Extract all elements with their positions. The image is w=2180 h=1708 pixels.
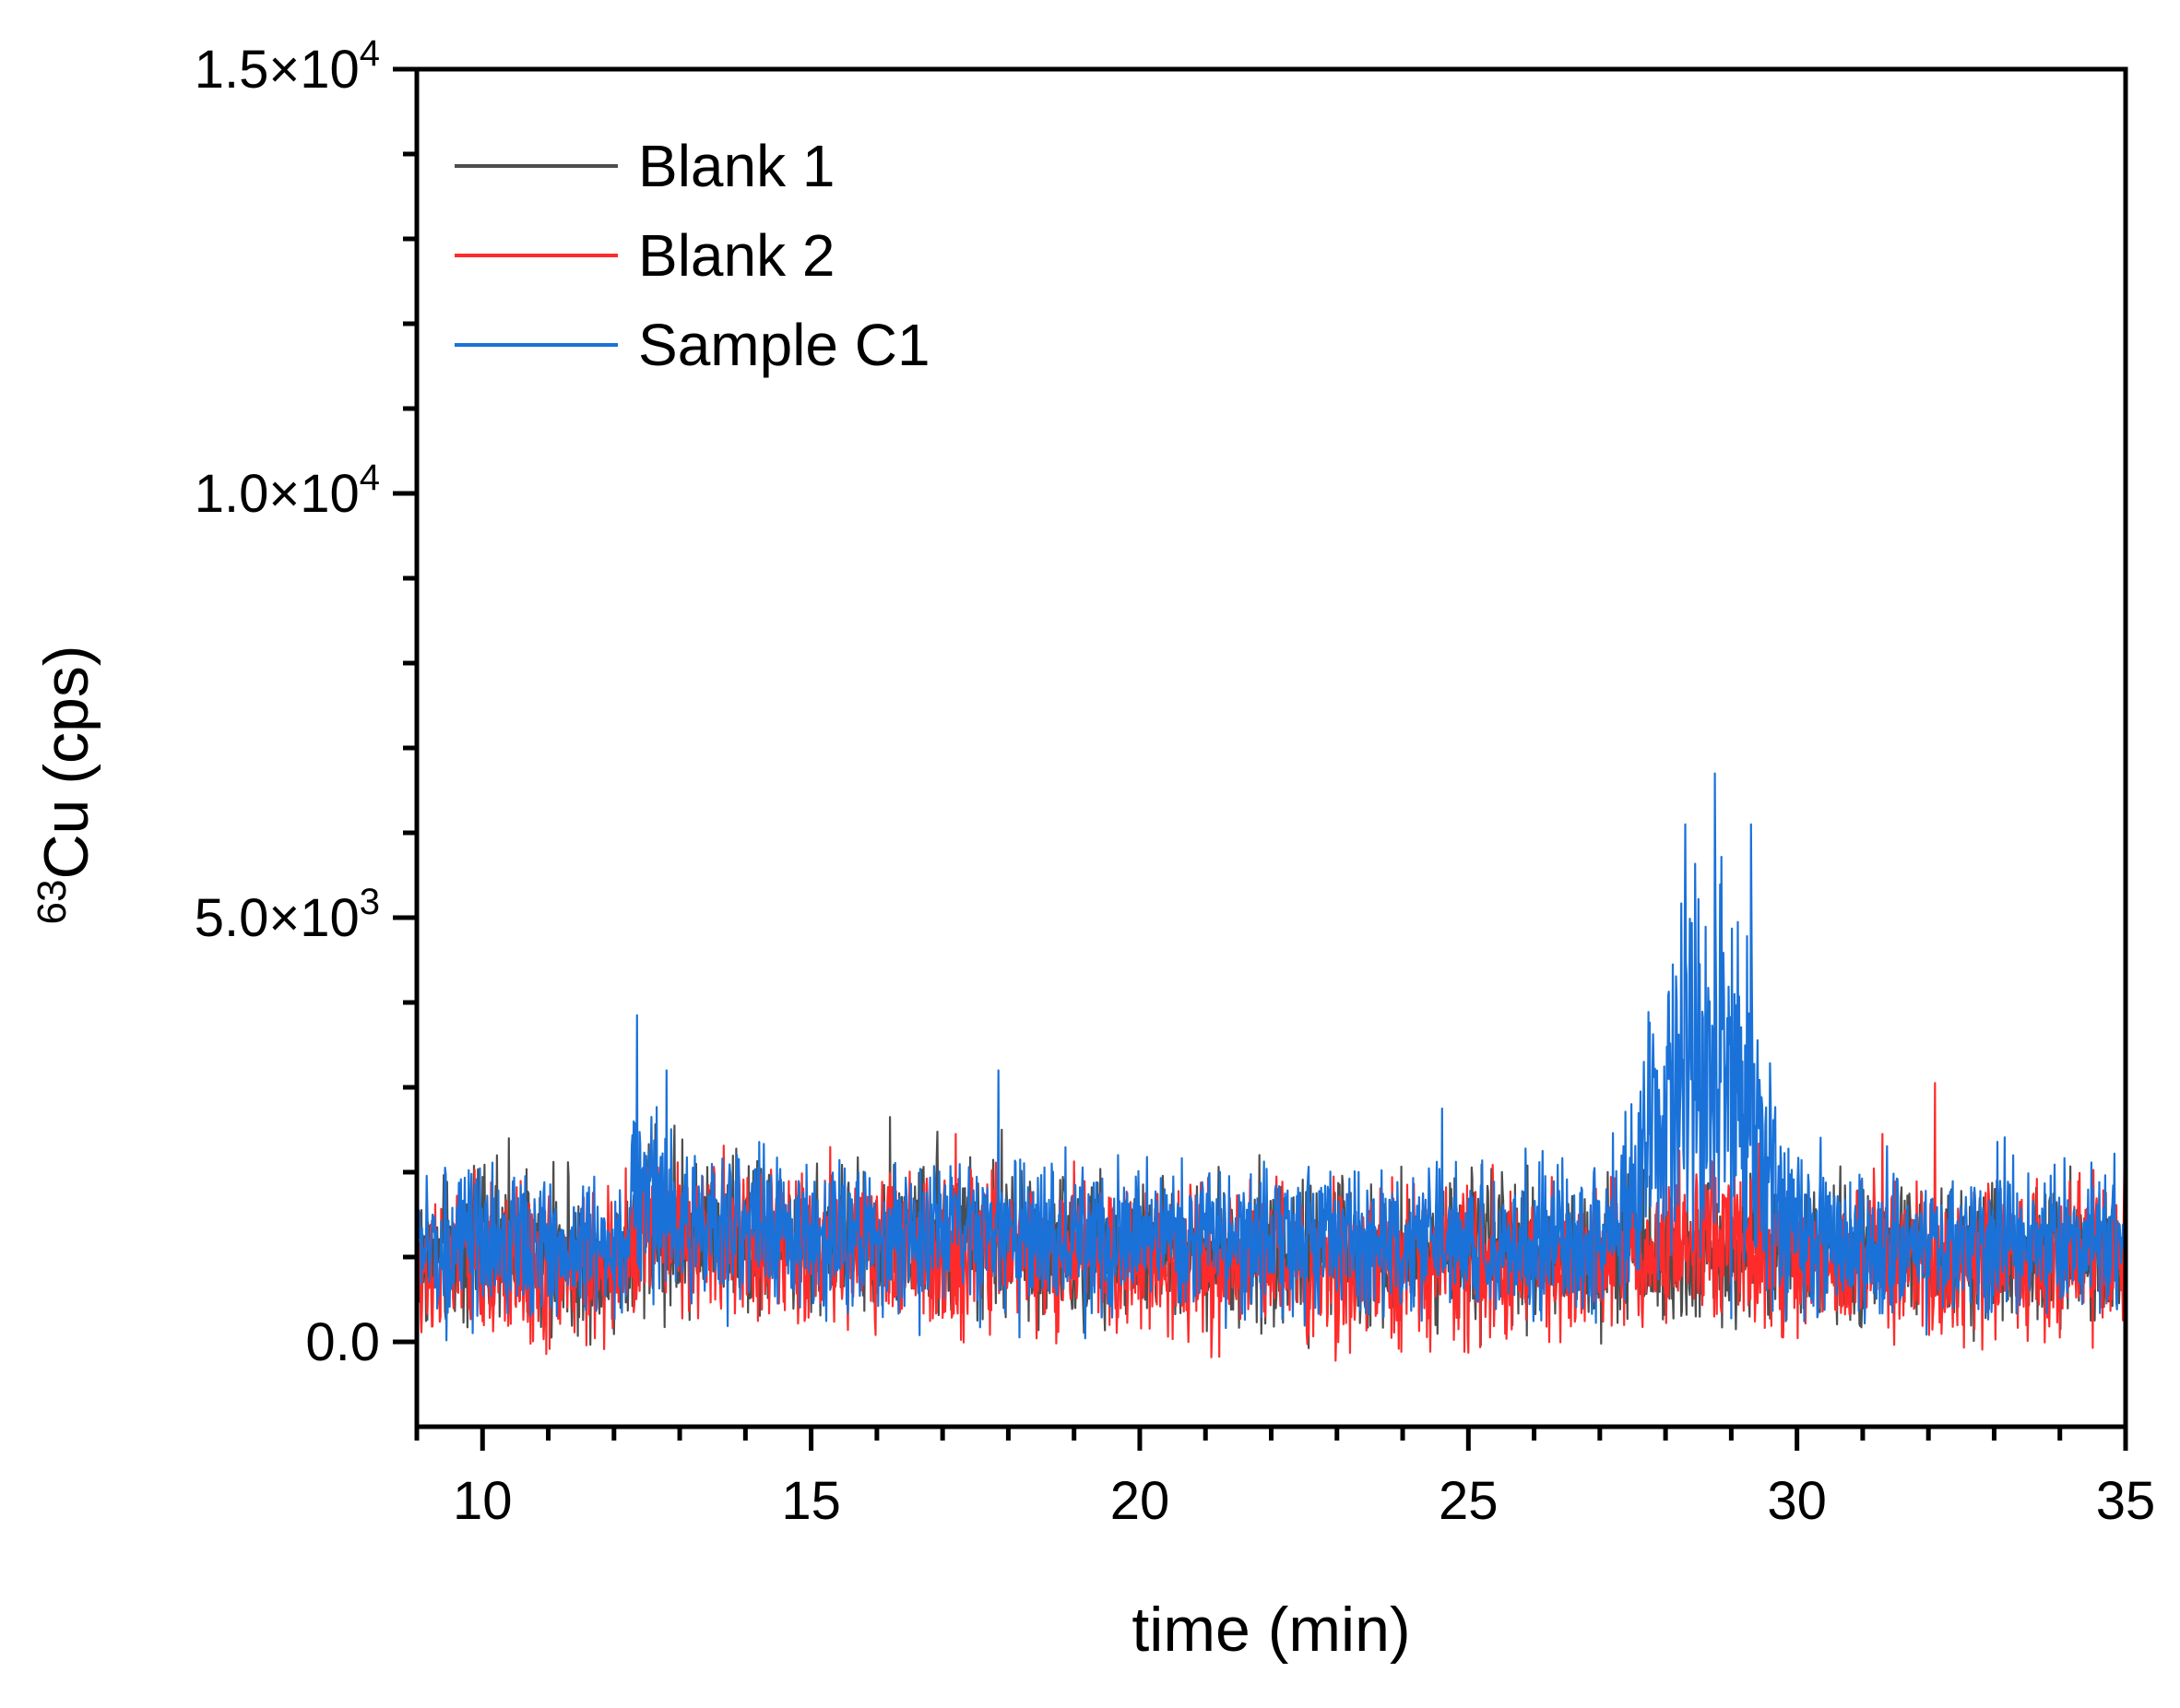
y-tick-label-15000: 1.5×104 <box>195 33 380 100</box>
y-axis-title-unit: (cps) <box>31 646 101 785</box>
series-line-sample-c1 <box>417 772 2126 1342</box>
x-tick-label-20: 20 <box>1110 1471 1170 1531</box>
x-tick-label-30: 30 <box>1767 1471 1827 1531</box>
y-tick-label-10000: 1.0×104 <box>195 457 380 524</box>
legend-label-blank-2: Blank 2 <box>638 222 835 289</box>
legend-label-blank-1: Blank 1 <box>638 133 835 199</box>
x-tick-label-25: 25 <box>1439 1471 1499 1531</box>
x-tick-label-35: 35 <box>2096 1471 2156 1531</box>
series-layer <box>417 772 2126 1362</box>
tick-labels: 10 15 20 25 30 35 0.0 5.0×103 1.0×104 1.5×104 <box>195 33 2156 1531</box>
axis-ticks <box>393 66 2128 1451</box>
legend-label-sample-c1: Sample C1 <box>638 312 930 378</box>
y-tick-label-5000: 5.0×103 <box>195 882 380 948</box>
y-axis-title-superscript: 63 <box>30 880 75 925</box>
legend: Blank 1 Blank 2 Sample C1 <box>455 133 930 378</box>
x-axis-title: time (min) <box>1131 1595 1410 1665</box>
x-tick-label-15: 15 <box>781 1471 841 1531</box>
y-tick-label-0: 0.0 <box>305 1312 380 1372</box>
y-axis-title-element: Cu <box>31 800 101 880</box>
y-axis-title: 63Cu (cps) <box>30 646 101 925</box>
x-tick-label-10: 10 <box>453 1471 513 1531</box>
